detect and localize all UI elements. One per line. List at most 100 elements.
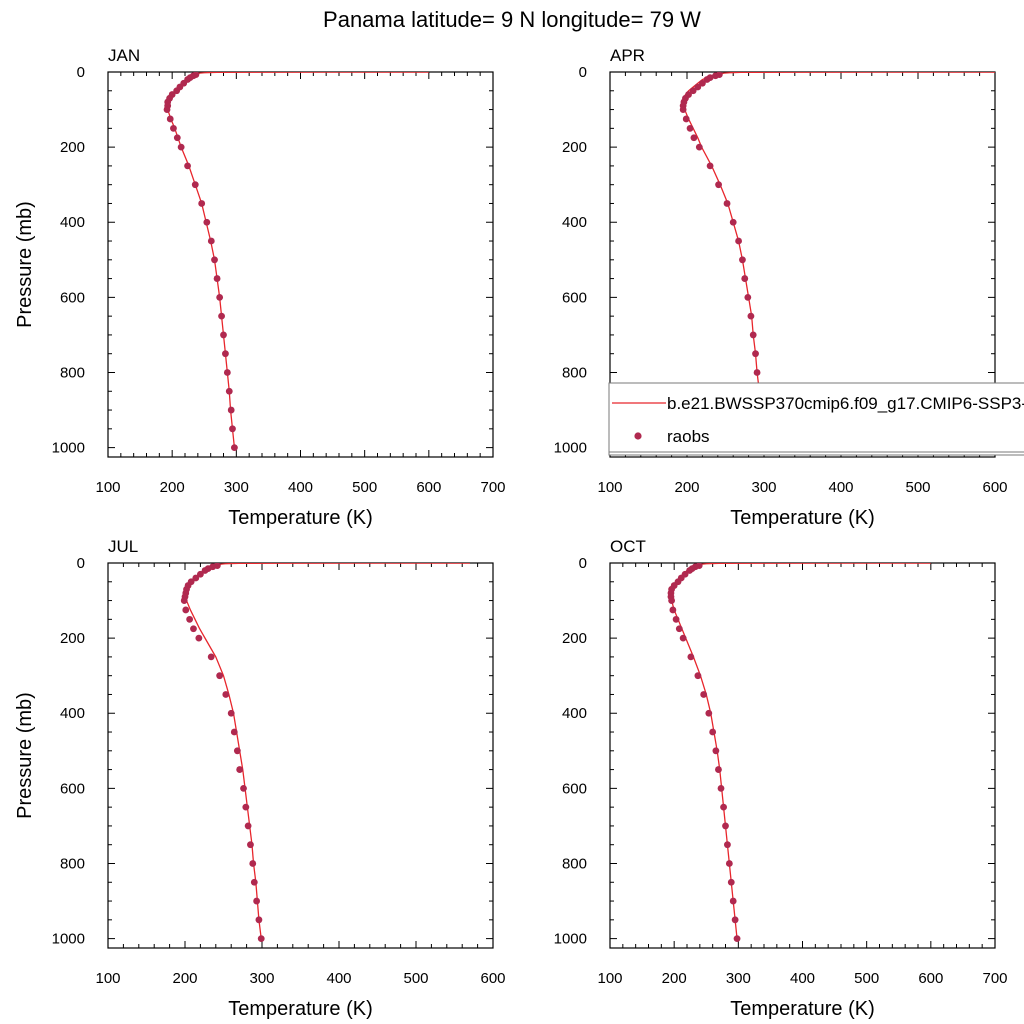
raobs-point [705,709,713,717]
raobs-point [170,124,177,132]
x-tick-label: 400 [828,479,853,496]
x-tick-label: 500 [403,970,428,987]
raobs-point [198,200,206,207]
x-tick-label: 300 [751,479,776,496]
y-tick-label: 200 [562,139,587,156]
raobs-point [679,634,687,642]
raobs-point [729,897,737,905]
y-tick-label: 600 [60,289,85,306]
x-tick-label: 300 [726,970,751,987]
raobs-point [686,124,694,132]
raobs-point [177,143,185,151]
raobs-point [229,425,236,433]
legend-marker-swatch [634,432,642,440]
plot-data [180,563,470,943]
raobs-point [715,181,722,189]
y-tick-label: 0 [77,555,85,572]
raobs-point [236,766,244,773]
plot-data [679,72,995,452]
raobs-point [668,597,675,604]
raobs-point [720,803,727,811]
legend-entry-model: b.e21.BWSSP370cmip6.f09_g17.CMIP6-SSP3-7… [667,394,1024,413]
x-tick-label: 200 [662,970,687,987]
raobs-point [257,935,265,943]
x-axis-label: Temperature (K) [730,998,875,1020]
raobs-point [724,841,731,849]
raobs-point [733,935,741,943]
raobs-point [230,728,238,736]
x-tick-label: 100 [95,970,120,987]
raobs-point [211,256,218,264]
raobs-point [731,916,739,924]
raobs-point [712,747,720,755]
raobs-point [690,134,698,142]
raobs-point [223,369,231,376]
x-tick-label: 500 [352,479,377,496]
raobs-point [222,350,229,358]
raobs-point [240,784,247,792]
y-tick-label: 200 [60,630,85,647]
raobs-point [715,766,722,773]
raobs-point [672,615,680,623]
y-tick-label: 1000 [52,931,85,948]
raobs-point [753,369,761,376]
panel-label: APR [610,46,645,65]
raobs-point [218,312,225,320]
raobs-point [182,606,190,614]
raobs-point [222,691,230,698]
raobs-point [216,293,224,301]
x-tick-label: 600 [480,970,505,987]
raobs-point [722,822,729,830]
raobs-point [694,672,702,680]
raobs-point [242,803,250,811]
x-tick-label: 600 [918,970,943,987]
x-tick-label: 300 [249,970,274,987]
y-tick-label: 400 [60,705,85,722]
raobs-point [686,567,693,574]
raobs-point [729,218,737,226]
panel-oct: 100 200 300 400 500 600 700 0 200 400 600 800 1000 OC… [554,537,1008,1020]
legend-box [608,382,1024,456]
raobs-point [706,162,714,170]
plot-frame [107,562,494,949]
plot-frame [609,562,996,949]
raobs-point [687,653,695,661]
x-tick-label: 300 [224,479,249,496]
raobs-point [675,625,683,633]
raobs-point [180,597,188,604]
y-tick-label: 600 [562,289,587,306]
x-tick-label: 200 [172,970,197,987]
raobs-point [700,691,708,698]
x-tick-label: 100 [597,479,622,496]
raobs-point [703,76,711,83]
raobs-point [679,106,687,113]
raobs-point [207,237,215,245]
plot-frame [107,71,494,458]
raobs-point [717,784,725,792]
x-tick-label: 100 [597,970,622,987]
y-tick-label: 200 [60,139,85,156]
raobs-point [207,653,215,661]
raobs-point [227,406,235,414]
raobs-point [709,728,717,736]
raobs-point [249,860,257,867]
raobs-point [195,634,203,642]
raobs-point [689,87,697,95]
y-tick-label: 0 [579,555,587,572]
y-tick-label: 1000 [554,931,587,948]
legend-entry-raobs: raobs [667,427,710,446]
raobs-point [749,331,757,339]
raobs-point [682,115,690,123]
model-profile-line [166,72,429,448]
x-tick-label: 500 [905,479,930,496]
panel-jan: 100 200 300 400 500 600 700 0 200 400 600 800 1000 JA… [14,46,506,529]
panel-apr: 100 200 300 400 500 600 0 200 400 600 800 1000 APR Te… [554,46,1008,529]
raobs-point [225,387,233,395]
y-tick-label: 0 [579,64,587,81]
y-tick-label: 1000 [554,440,587,457]
raobs-point [712,72,719,80]
raobs-point [191,181,199,189]
plot-data [163,72,429,452]
raobs-point [163,106,171,113]
raobs-point [231,444,238,452]
